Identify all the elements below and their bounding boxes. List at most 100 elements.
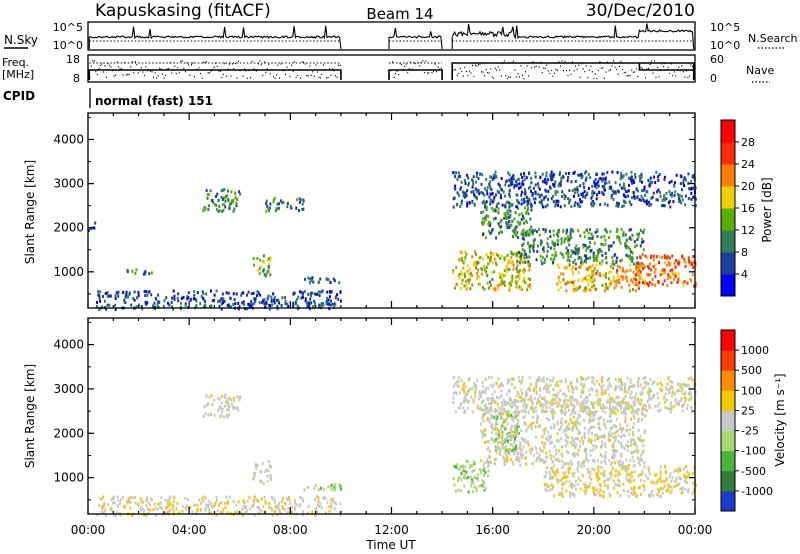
echo-cell-region-6 [583,426,586,430]
echo-cell-region-0 [131,513,134,517]
echo-cell-region-7 [670,486,673,489]
echo-cell-region-12 [523,172,525,176]
colorbar-swatch [721,186,735,209]
echo-cell-region-1 [265,300,268,304]
echo-cell-region-8 [619,402,622,406]
nave-point [315,64,317,66]
echo-cell-region-2 [267,469,270,473]
echo-cell-region-12 [603,202,606,206]
echo-cell-region-6 [625,443,628,447]
nave-point [437,66,439,68]
nave-point [272,76,274,78]
echo-cell-region-7 [475,261,478,265]
echo-cell-region-6 [623,434,626,437]
echo-cell-region-8 [690,410,693,414]
echo-cell-region-11 [686,281,689,285]
echo-cell-region-6 [513,440,516,444]
echo-cell-region-6 [518,456,521,460]
echo-cell-region-4 [253,263,256,267]
echo-cell-region-9 [612,260,615,263]
echo-cell-region-11 [687,256,690,260]
echo-cell-region-6 [643,431,646,435]
echo-cell-region-8 [637,397,640,401]
echo-cell-region-6 [545,451,548,455]
nave-point [231,63,233,65]
echo-cell-region-9 [605,261,608,265]
echo-cell-region-6 [531,402,534,406]
echo-cell-region-10 [571,265,574,269]
echo-cell-region-5 [504,450,507,454]
echo-cell-region-8 [664,392,667,396]
echo-cell-region-0 [120,498,123,502]
echo-cell-region-12 [549,174,552,177]
echo-cell-region-1 [180,301,182,305]
echo-cell-region-10 [586,278,589,282]
echo-cell-region-0 [202,499,205,503]
echo-cell-region-6 [512,411,515,415]
echo-cell-region-5 [515,434,517,438]
echo-cell-region-7 [614,483,617,486]
echo-cell-region-8 [463,400,465,404]
echo-cell-region-8 [659,381,662,385]
nave-point [652,72,654,74]
echo-cell-region-8 [604,410,607,414]
echo-cell-region-12 [513,183,516,187]
echo-cell-region-9 [536,230,539,234]
echo-cell-region-8 [539,387,542,391]
echo-cell-region-9 [554,242,557,246]
echo-cell-region-8 [489,383,492,387]
y-tick-label: 2000 [53,426,84,440]
echo-cell-region-12 [636,196,639,200]
echo-cell-region-0 [134,496,137,500]
echo-cell-region-7 [627,473,630,477]
echo-cell-region-4 [487,460,489,464]
nave-point [459,67,461,70]
echo-cell-region-7 [475,252,477,256]
echo-cell-region-8 [629,384,632,388]
echo-cell-region-6 [621,445,624,449]
echo-cell-region-12 [634,173,636,176]
echo-cell-region-6 [307,276,310,280]
echo-cell-region-8 [504,214,507,218]
echo-cell-region-5 [494,438,497,442]
echo-cell-region-8 [689,390,692,394]
echo-cell-region-1 [104,292,107,295]
echo-cell-region-11 [681,255,684,259]
echo-cell-region-8 [648,389,651,393]
echo-cell-region-1 [218,304,221,308]
echo-cell-region-7 [567,467,570,471]
echo-cell-region-12 [511,180,514,184]
nave-point [259,60,261,62]
echo-cell-region-0 [103,511,106,514]
nave-point [685,70,687,72]
echo-cell-region-0 [307,511,309,515]
nave-point [543,67,545,69]
echo-cell-region-4 [467,490,470,494]
echo-cell-region-12 [570,205,573,209]
echo-cell-region-12 [489,199,492,203]
echo-cell-region-4 [461,465,464,468]
echo-cell-region-0 [252,501,255,505]
echo-cell-region-1 [209,289,212,293]
nave-point [203,61,205,64]
echo-cell-region-11 [647,283,650,287]
echo-cell-region-5 [514,414,517,418]
echo-cell-region-7 [550,476,553,480]
echo-cell-region-12 [626,190,629,194]
echo-cell-region-6 [513,452,516,456]
echo-cell-region-0 [241,508,243,512]
echo-cell-region-10 [593,267,596,271]
echo-cell-region-8 [648,406,651,410]
echo-cell-region-8 [541,406,544,410]
echo-cell-region-7 [629,472,632,476]
echo-cell-region-8 [645,404,648,408]
echo-cell-region-6 [515,405,518,409]
echo-cell-region-3 [313,486,316,490]
echo-cell-region-6 [590,438,593,442]
echo-cell-region-7 [462,261,465,265]
echo-cell-region-9 [520,252,523,256]
nave-point [503,60,505,62]
echo-cell-region-11 [666,257,669,260]
echo-cell-region-9 [577,250,580,254]
echo-cell-region-6 [602,403,605,407]
